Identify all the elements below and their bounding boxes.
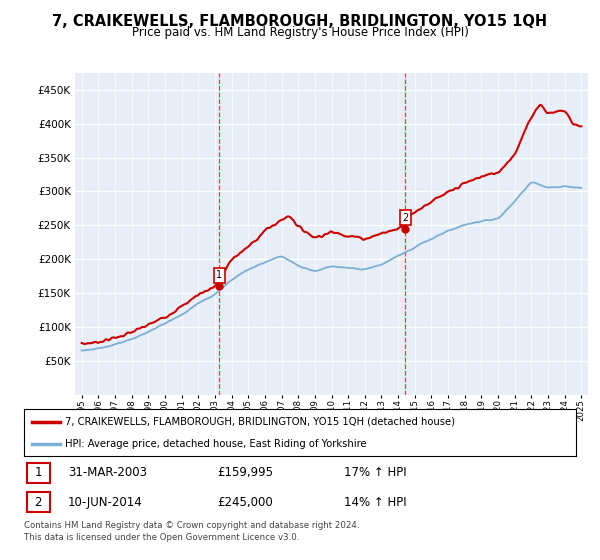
Text: HPI: Average price, detached house, East Riding of Yorkshire: HPI: Average price, detached house, East… xyxy=(65,438,367,449)
Text: 7, CRAIKEWELLS, FLAMBOROUGH, BRIDLINGTON, YO15 1QH: 7, CRAIKEWELLS, FLAMBOROUGH, BRIDLINGTON… xyxy=(52,14,548,29)
Text: 2: 2 xyxy=(403,213,409,223)
Text: 1: 1 xyxy=(216,270,222,281)
Text: 2: 2 xyxy=(35,496,42,509)
Text: £245,000: £245,000 xyxy=(217,496,273,509)
Text: 31-MAR-2003: 31-MAR-2003 xyxy=(68,466,147,479)
Bar xyxy=(27,492,50,512)
Text: £159,995: £159,995 xyxy=(217,466,273,479)
Text: 7, CRAIKEWELLS, FLAMBOROUGH, BRIDLINGTON, YO15 1QH (detached house): 7, CRAIKEWELLS, FLAMBOROUGH, BRIDLINGTON… xyxy=(65,417,455,427)
Text: Contains HM Land Registry data © Crown copyright and database right 2024.
This d: Contains HM Land Registry data © Crown c… xyxy=(24,521,359,542)
Text: 17% ↑ HPI: 17% ↑ HPI xyxy=(344,466,407,479)
Bar xyxy=(27,463,50,483)
Text: 10-JUN-2014: 10-JUN-2014 xyxy=(68,496,143,509)
Text: 14% ↑ HPI: 14% ↑ HPI xyxy=(344,496,407,509)
Text: 1: 1 xyxy=(35,466,42,479)
Text: Price paid vs. HM Land Registry's House Price Index (HPI): Price paid vs. HM Land Registry's House … xyxy=(131,26,469,39)
